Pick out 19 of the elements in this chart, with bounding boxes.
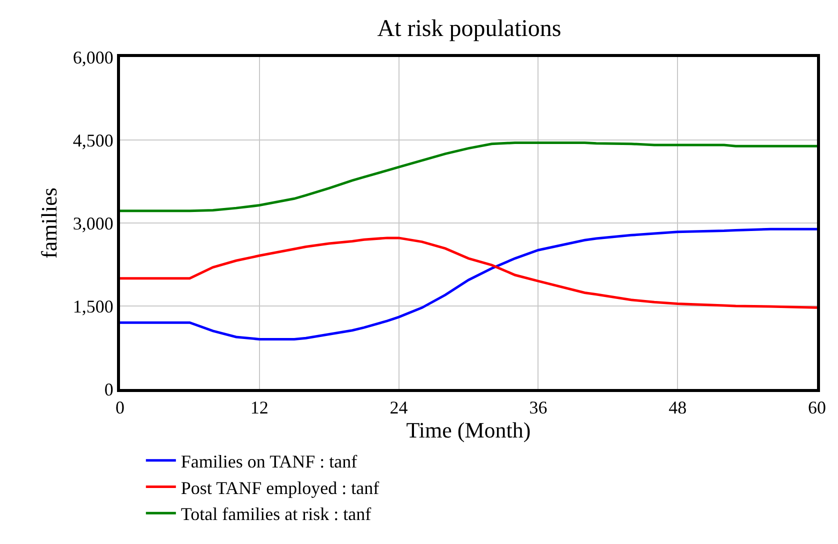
line-series bbox=[120, 228, 817, 340]
line-series bbox=[120, 142, 817, 212]
legend-label: Families on TANF : tanf bbox=[180, 451, 358, 472]
x-tick-label: 24 bbox=[390, 398, 408, 418]
y-tick-label: 3,000 bbox=[72, 213, 114, 234]
x-tick-label: 60 bbox=[808, 398, 826, 418]
x-tick-label: 36 bbox=[529, 398, 548, 418]
legend-label: Total families at risk : tanf bbox=[180, 504, 372, 524]
y-tick-label: 0 bbox=[104, 379, 114, 400]
y-axis-title: families bbox=[36, 188, 62, 258]
line-series bbox=[120, 236, 817, 309]
legend-label: Post TANF employed : tanf bbox=[180, 478, 380, 498]
y-tick-label: 6,000 bbox=[72, 47, 114, 68]
chart-title: At risk populations bbox=[377, 16, 562, 42]
x-axis-title: Time (Month) bbox=[406, 418, 531, 443]
y-tick-label: 1,500 bbox=[72, 296, 114, 316]
x-tick-label: 48 bbox=[668, 398, 687, 418]
y-tick-label: 4,500 bbox=[72, 130, 114, 150]
x-tick-label: 12 bbox=[250, 398, 268, 418]
